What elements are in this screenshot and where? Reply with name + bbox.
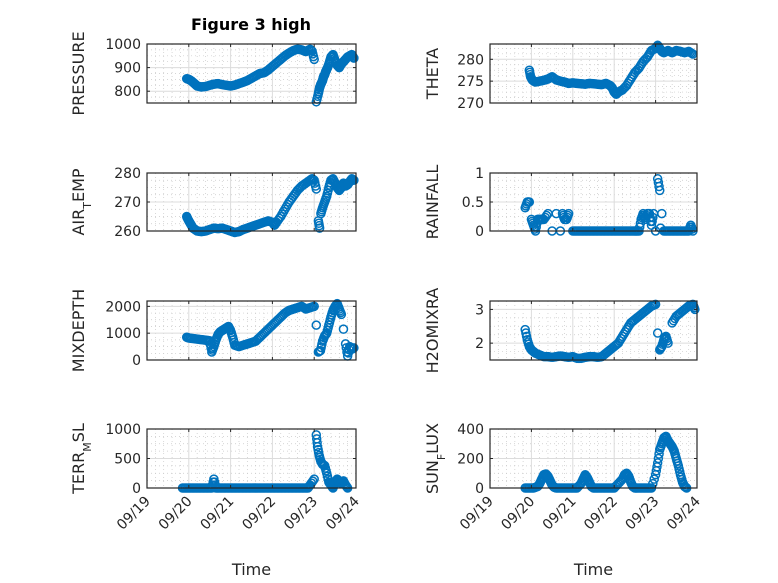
data-point xyxy=(312,438,322,448)
data-point xyxy=(652,458,663,468)
data-point xyxy=(652,328,663,338)
y-tick-label: 200 xyxy=(457,452,484,468)
x-tick-label: 09/23 xyxy=(281,494,321,534)
data-point xyxy=(650,299,661,310)
axes-box xyxy=(489,43,698,104)
data-point xyxy=(311,184,322,194)
y-tick-label: 0 xyxy=(132,353,141,369)
data-point xyxy=(308,476,318,486)
y-tick-label: 260 xyxy=(114,224,141,240)
axes-box xyxy=(146,300,357,361)
data-point xyxy=(690,304,700,315)
axes-mixdepth: 0 1000 2000 MIXDEPTH xyxy=(69,289,359,372)
y-tick-label: 900 xyxy=(114,61,141,77)
y-tick-label: 0.5 xyxy=(462,195,484,211)
data-point xyxy=(654,181,664,192)
y-tick-label: 2000 xyxy=(105,299,141,315)
series-pressure xyxy=(181,44,359,107)
y-tick-label: 0 xyxy=(475,224,484,240)
series-air-temp xyxy=(181,174,359,238)
x-tick-label: 09/24 xyxy=(323,493,363,533)
y-tick-label: 270 xyxy=(114,195,141,211)
data-point xyxy=(349,175,359,185)
y-axis-label: AIRTEMP xyxy=(69,168,94,235)
data-point xyxy=(563,208,574,219)
data-point xyxy=(524,197,535,207)
axes-pressure: 800 900 1000 PRESSURE xyxy=(69,31,359,116)
x-axis-label: Time xyxy=(231,560,271,579)
data-point xyxy=(349,343,359,353)
y-tick-label: 1000 xyxy=(105,326,141,342)
x-axis-label: Time xyxy=(573,560,613,579)
x-tick-label: 09/19 xyxy=(457,494,497,534)
data-point xyxy=(653,453,664,464)
data-point xyxy=(648,212,658,223)
axes-sun-flux: 09/19 09/20 09/21 09/22 09/23 09/24 0 200 400 SUN… xyxy=(423,422,704,579)
figure-title: Figure 3 high xyxy=(191,15,311,34)
axes-box xyxy=(146,43,357,104)
data-point xyxy=(663,338,673,348)
y-tick-label: 2 xyxy=(475,336,484,352)
y-tick-label: 0 xyxy=(132,481,141,497)
series-h2omixra xyxy=(520,299,700,364)
axes-rainfall: 0 0.5 1 RAINFALL xyxy=(423,165,698,240)
y-tick-label: 500 xyxy=(114,452,141,468)
axes-terr-msl: 09/19 09/20 09/21 09/22 09/23 09/24 0 500 1000 TE… xyxy=(69,422,363,579)
x-tick-label: 09/19 xyxy=(114,494,154,534)
x-tick-label: 09/24 xyxy=(664,493,704,533)
y-axis-label: PRESSURE xyxy=(69,31,88,115)
x-tick-label: 09/22 xyxy=(239,494,279,534)
data-point xyxy=(654,185,665,196)
data-point xyxy=(349,53,359,63)
axes-air-temp: 260 270 280 AIRTEMP xyxy=(69,166,359,240)
data-point xyxy=(336,309,347,320)
y-tick-label: 0 xyxy=(475,481,484,497)
y-tick-label: 3 xyxy=(475,302,484,318)
y-axis-label: SUNFLUX xyxy=(423,423,448,494)
data-point xyxy=(654,449,664,459)
y-tick-label: 400 xyxy=(457,422,484,438)
x-tick-label: 09/23 xyxy=(623,494,663,534)
y-tick-label: 270 xyxy=(457,96,484,112)
y-tick-label: 1 xyxy=(475,166,484,182)
plot-area xyxy=(147,301,356,360)
axes-box xyxy=(489,300,698,361)
x-tick-label: 09/21 xyxy=(198,494,238,534)
data-point xyxy=(657,208,667,219)
data-point xyxy=(311,320,322,330)
y-tick-label: 1000 xyxy=(105,37,141,53)
x-tick-label: 09/21 xyxy=(540,494,580,534)
y-axis-label: THETA xyxy=(423,48,442,100)
y-tick-label: 800 xyxy=(114,84,141,100)
y-tick-label: 275 xyxy=(457,74,484,90)
y-axis-label: MIXDEPTH xyxy=(69,289,88,372)
data-point xyxy=(314,223,325,233)
data-point xyxy=(309,54,319,65)
axes-theta: 270 275 280 THETA xyxy=(423,40,698,112)
y-axis-label: TERRMSL xyxy=(69,423,94,495)
y-axis-label: RAINFALL xyxy=(423,165,442,240)
y-tick-label: 1000 xyxy=(105,422,141,438)
series-mixdepth xyxy=(181,298,359,361)
data-point xyxy=(309,474,319,484)
y-tick-label: 280 xyxy=(114,166,141,182)
axes-h2omixra: 2 3 H2OMIXRA xyxy=(423,288,700,374)
y-tick-label: 280 xyxy=(457,52,484,68)
x-tick-label: 09/20 xyxy=(156,494,196,534)
data-point xyxy=(541,210,552,221)
y-axis-label: H2OMIXRA xyxy=(423,288,442,374)
x-tick-label: 09/22 xyxy=(581,494,621,534)
x-tick-label: 09/20 xyxy=(498,494,538,534)
data-point xyxy=(338,324,349,334)
data-point xyxy=(649,474,659,484)
series-theta xyxy=(524,40,698,100)
